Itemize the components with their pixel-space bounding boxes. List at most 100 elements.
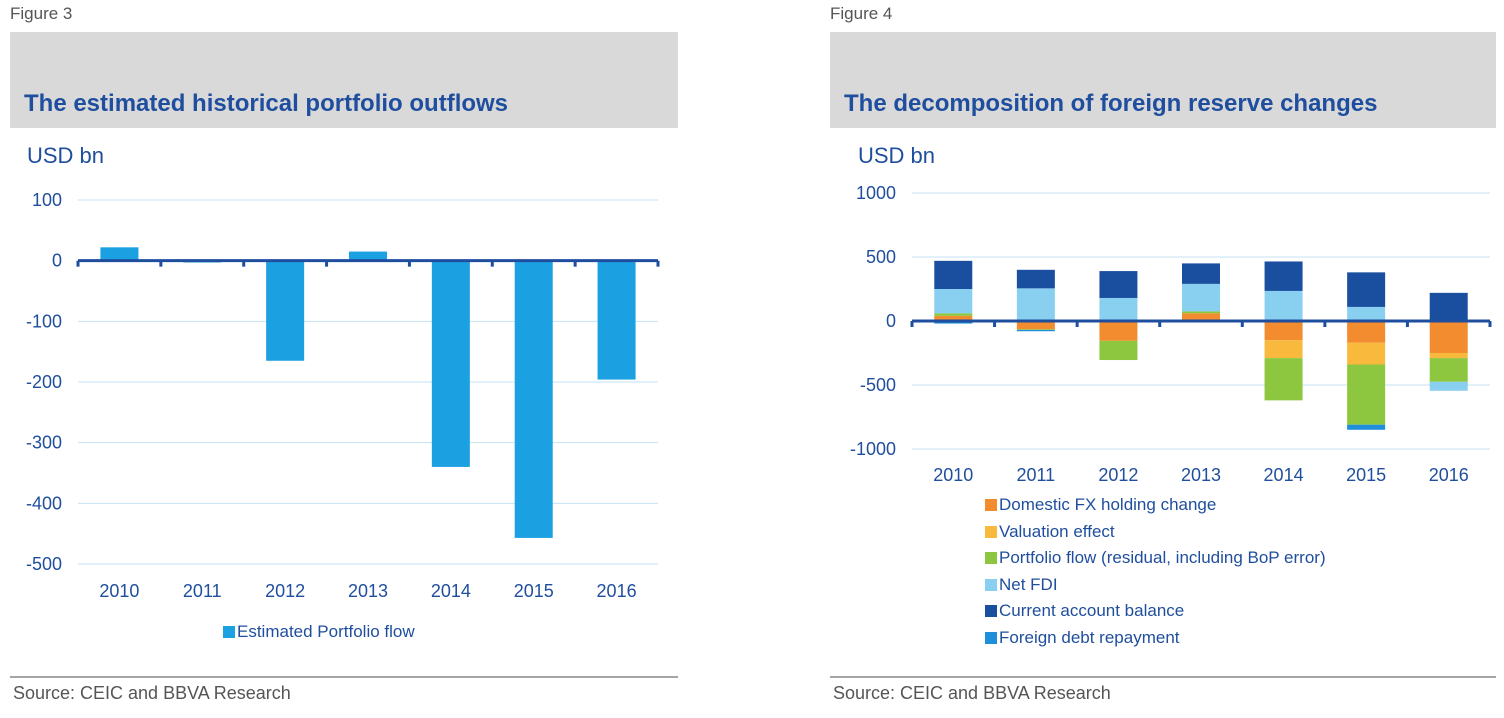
legend-swatch [985, 631, 997, 644]
y-tick-label: 0 [886, 311, 896, 331]
y-tick-label: -500 [860, 375, 896, 395]
portfolio-outflows-chart: 100 0 -100 -200 -300 -400 -500 2010 2011 2012 2013… [26, 190, 660, 601]
x-tick-label: 2013 [1181, 465, 1221, 485]
legend-swatch [985, 605, 997, 618]
bar-segment [1182, 313, 1220, 321]
bar-segment [1099, 271, 1138, 298]
legend-swatch [985, 552, 997, 565]
legend-item: Valuation effect [985, 519, 1326, 546]
bar [431, 260, 470, 467]
bar-segment [1347, 321, 1386, 343]
y-tick-label: -300 [26, 433, 62, 453]
bar-segment [1264, 340, 1303, 359]
legend-swatch [985, 525, 997, 538]
y-tick-label: 500 [866, 247, 896, 267]
bar-segment [1016, 329, 1055, 332]
source-note: Source: CEIC and BBVA Research [833, 683, 1111, 703]
legend-item: Net FDI [985, 572, 1326, 599]
legend: Domestic FX holding change Valuation effe… [985, 492, 1326, 651]
legend-item: Foreign debt repayment [985, 625, 1326, 652]
y-tick-label: -200 [26, 372, 62, 392]
legend-item: Portfolio flow (residual, including BoP … [985, 545, 1326, 572]
bar-segment [1264, 290, 1303, 321]
bar-segment [1347, 342, 1386, 365]
chart-title: The estimated historical portfolio outfl… [24, 90, 509, 117]
x-tick-label: 2015 [514, 581, 554, 601]
y-tick-label: -1000 [850, 439, 896, 459]
bar-segment [1264, 358, 1303, 401]
x-tick-label: 2012 [1098, 465, 1138, 485]
unit-label: USD bn [27, 143, 105, 168]
bar-segment [1429, 292, 1468, 321]
legend-item: Domestic FX holding change [985, 492, 1326, 519]
y-tick-label: -400 [26, 493, 62, 513]
bar-segment [1099, 340, 1138, 361]
figure-4-panel: Figure 4 The decomposition of foreign re… [830, 0, 1496, 718]
x-tick-label: 2012 [265, 581, 305, 601]
bar-segment [934, 289, 973, 314]
x-tick-label: 2016 [597, 581, 637, 601]
legend-label: Net FDI [999, 574, 1058, 594]
legend-swatch [223, 626, 235, 639]
x-tick-label: 2013 [348, 581, 388, 601]
legend-label: Foreign debt repayment [999, 627, 1180, 647]
x-tick-label: 2010 [99, 581, 139, 601]
bar-segment [934, 313, 973, 316]
bar-segment [1016, 321, 1055, 330]
legend-label: Valuation effect [999, 521, 1115, 541]
bar-segment [1182, 311, 1220, 314]
unit-label: USD bn [858, 143, 936, 168]
x-tick-label: 2011 [183, 581, 222, 601]
bar-segment [1264, 261, 1303, 291]
x-tick-label: 2016 [1429, 465, 1469, 485]
bar-segment [1099, 321, 1138, 341]
x-tick-label: 2015 [1346, 465, 1386, 485]
x-tick-label: 2014 [1264, 465, 1304, 485]
bar-segment [1429, 358, 1468, 382]
legend-label: Estimated Portfolio flow [237, 622, 415, 642]
title-bar: The estimated historical portfolio outfl… [10, 32, 678, 128]
y-tick-label: -100 [26, 311, 62, 331]
y-tick-label: 1000 [856, 183, 896, 203]
bar-segment [1347, 272, 1386, 307]
bar-segment [1347, 364, 1386, 425]
legend-label: Domestic FX holding change [999, 495, 1217, 515]
legend-item: Current account balance [985, 598, 1326, 625]
bar [349, 251, 387, 261]
bar-segment [1429, 321, 1468, 353]
bar-segment [1347, 306, 1386, 321]
figure-label: Figure 3 [10, 4, 73, 23]
source-divider [830, 676, 1496, 678]
bar-segment [934, 315, 973, 321]
bar-segment [1182, 283, 1220, 312]
legend-swatch [985, 578, 997, 591]
bar [100, 247, 139, 261]
legend-item: Estimated Portfolio flow [223, 619, 415, 646]
legend: Estimated Portfolio flow [223, 619, 415, 646]
legend-label: Portfolio flow (residual, including BoP … [999, 548, 1326, 568]
x-tick-label: 2010 [933, 465, 973, 485]
y-tick-label: 100 [32, 190, 62, 210]
bar-segment [934, 260, 973, 289]
bar-segment [1016, 288, 1055, 321]
chart-title: The decomposition of foreign reserve cha… [844, 90, 1378, 117]
legend-label: Current account balance [999, 601, 1185, 621]
bar-segment [1016, 269, 1055, 289]
x-tick-label: 2011 [1016, 465, 1055, 485]
figure-3-panel: Figure 3 The estimated historical portfo… [10, 0, 678, 718]
y-tick-label: 0 [52, 251, 62, 271]
source-note: Source: CEIC and BBVA Research [13, 683, 291, 703]
y-tick-label: -500 [26, 554, 62, 574]
bar [597, 260, 636, 380]
legend-swatch [985, 499, 997, 512]
source-divider [10, 676, 678, 678]
x-tick-label: 2014 [431, 581, 471, 601]
bar [266, 260, 305, 361]
reserve-decomposition-chart: 1000 500 0 -500 -1000 2010 2011 2012 2013 2014 201… [850, 183, 1492, 485]
bar-segment [1016, 329, 1055, 330]
bar-segment [1429, 353, 1468, 359]
bar-segment [1347, 424, 1386, 430]
title-bar: The decomposition of foreign reserve cha… [830, 32, 1496, 128]
bar [514, 260, 553, 538]
bar-segment [1264, 321, 1303, 341]
